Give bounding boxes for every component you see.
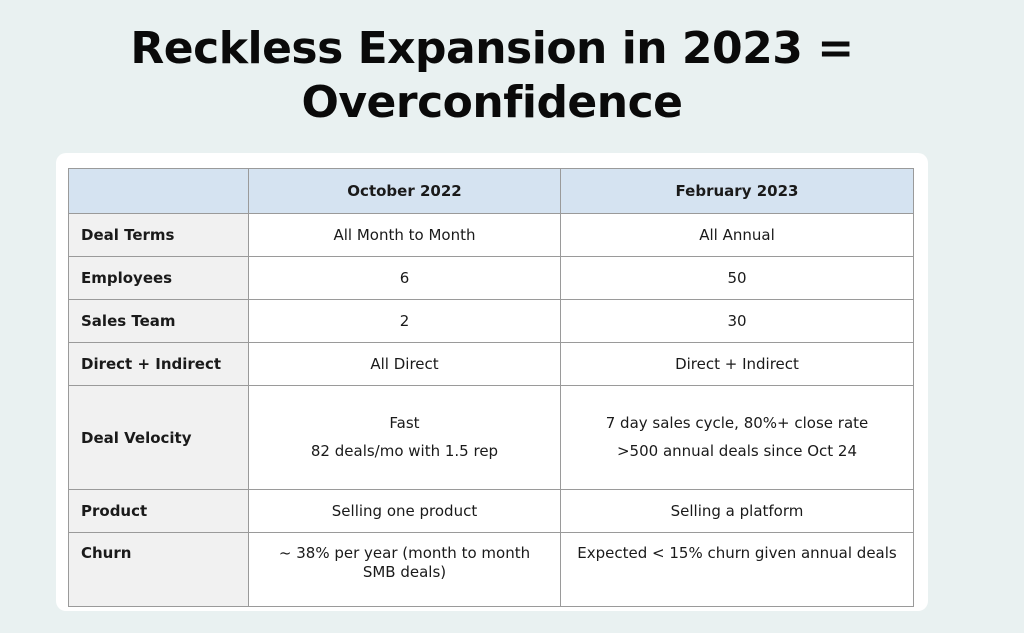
comparison-table: October 2022 February 2023 Deal Terms Al… bbox=[68, 168, 914, 607]
table-row: Employees 6 50 bbox=[68, 256, 914, 300]
title-line-2: Overconfidence bbox=[301, 77, 683, 128]
cell-employees-feb: 50 bbox=[560, 256, 914, 300]
header-february-2023: February 2023 bbox=[560, 168, 914, 214]
row-label-deal-terms: Deal Terms bbox=[68, 213, 249, 257]
table-row: Sales Team 2 30 bbox=[68, 299, 914, 343]
table-row: Deal Velocity Fast 82 deals/mo with 1.5 … bbox=[68, 385, 914, 490]
row-label-deal-velocity: Deal Velocity bbox=[68, 385, 249, 490]
table-row: Deal Terms All Month to Month All Annual bbox=[68, 213, 914, 257]
table-card: October 2022 February 2023 Deal Terms Al… bbox=[56, 153, 928, 611]
table-row: Direct + Indirect All Direct Direct + In… bbox=[68, 342, 914, 386]
cell-deal-terms-feb: All Annual bbox=[560, 213, 914, 257]
cell-deal-velocity-oct: Fast 82 deals/mo with 1.5 rep bbox=[248, 385, 561, 490]
cell-employees-oct: 6 bbox=[248, 256, 561, 300]
cell-churn-feb: Expected < 15% churn given annual deals bbox=[560, 532, 914, 607]
cell-sales-team-oct: 2 bbox=[248, 299, 561, 343]
row-label-product: Product bbox=[68, 489, 249, 533]
deal-velocity-oct-line-2: 82 deals/mo with 1.5 rep bbox=[310, 442, 499, 460]
churn-feb-text: Expected < 15% churn given annual deals bbox=[577, 544, 897, 562]
churn-oct-text: ~ 38% per year (month to month SMB deals… bbox=[278, 544, 531, 581]
cell-deal-velocity-feb: 7 day sales cycle, 80%+ close rate >500 … bbox=[560, 385, 914, 490]
table-header-row: October 2022 February 2023 bbox=[68, 168, 914, 214]
title-line-1: Reckless Expansion in 2023 = bbox=[130, 23, 854, 74]
table-row: Product Selling one product Selling a pl… bbox=[68, 489, 914, 533]
deal-velocity-feb-line-2: >500 annual deals since Oct 24 bbox=[616, 442, 858, 460]
table-row: Churn ~ 38% per year (month to month SMB… bbox=[68, 532, 914, 607]
cell-direct-indirect-oct: All Direct bbox=[248, 342, 561, 386]
deal-velocity-feb-line-1: 7 day sales cycle, 80%+ close rate bbox=[605, 414, 869, 432]
cell-product-feb: Selling a platform bbox=[560, 489, 914, 533]
deal-velocity-oct-line-1: Fast bbox=[389, 414, 420, 432]
row-label-churn: Churn bbox=[68, 532, 249, 607]
slide-title: Reckless Expansion in 2023 = Overconfide… bbox=[0, 22, 984, 130]
cell-deal-terms-oct: All Month to Month bbox=[248, 213, 561, 257]
row-label-sales-team: Sales Team bbox=[68, 299, 249, 343]
header-october-2022: October 2022 bbox=[248, 168, 561, 214]
cell-sales-team-feb: 30 bbox=[560, 299, 914, 343]
row-label-employees: Employees bbox=[68, 256, 249, 300]
cell-direct-indirect-feb: Direct + Indirect bbox=[560, 342, 914, 386]
cell-churn-oct: ~ 38% per year (month to month SMB deals… bbox=[248, 532, 561, 607]
header-blank-cell bbox=[68, 168, 249, 214]
row-label-direct-indirect: Direct + Indirect bbox=[68, 342, 249, 386]
cell-product-oct: Selling one product bbox=[248, 489, 561, 533]
